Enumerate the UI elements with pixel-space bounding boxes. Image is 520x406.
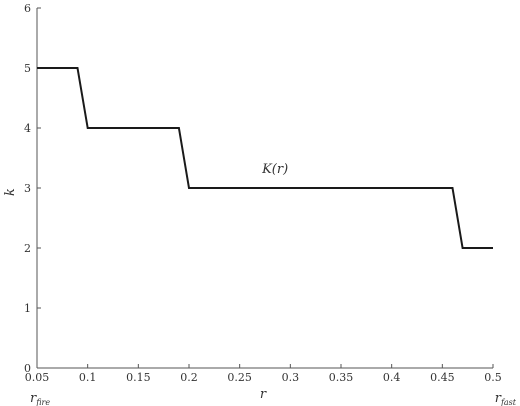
y-tick-label: 5 (24, 62, 31, 75)
x-tick-label: 0.4 (383, 371, 401, 384)
y-tick-label: 6 (24, 2, 31, 15)
x-tick-label: 0.3 (282, 371, 300, 384)
curve-annotation: K(r) (261, 162, 288, 177)
x-tick-label: 0.2 (180, 371, 198, 384)
y-tick-label: 4 (24, 122, 31, 135)
x-end-label: rfast (495, 391, 517, 406)
labels: r k K(r) rfire rfast (3, 162, 517, 406)
ticks: 0.05 0.1 0.15 0.2 0.25 0.3 0.35 0.4 0.45 0.5 0 1 2 3 4… (24, 2, 502, 384)
x-tick-label: 0.15 (126, 371, 151, 384)
x-tick-label: 0.35 (329, 371, 354, 384)
y-axis-label: k (3, 188, 18, 196)
x-start-label: rfire (30, 391, 50, 406)
y-tick-label: 3 (24, 182, 31, 195)
series-group (37, 67, 493, 249)
x-tick-label: 0.5 (484, 371, 502, 384)
y-tick-label: 1 (24, 302, 31, 315)
y-tick-label: 2 (24, 242, 31, 255)
y-tick-label: 0 (24, 362, 31, 375)
x-tick-label: 0.45 (430, 371, 455, 384)
x-tick-label: 0.05 (25, 371, 50, 384)
x-tick-label: 0.1 (79, 371, 97, 384)
x-tick-label: 0.25 (227, 371, 252, 384)
x-axis-label: r (260, 387, 267, 402)
series-line (37, 67, 493, 249)
